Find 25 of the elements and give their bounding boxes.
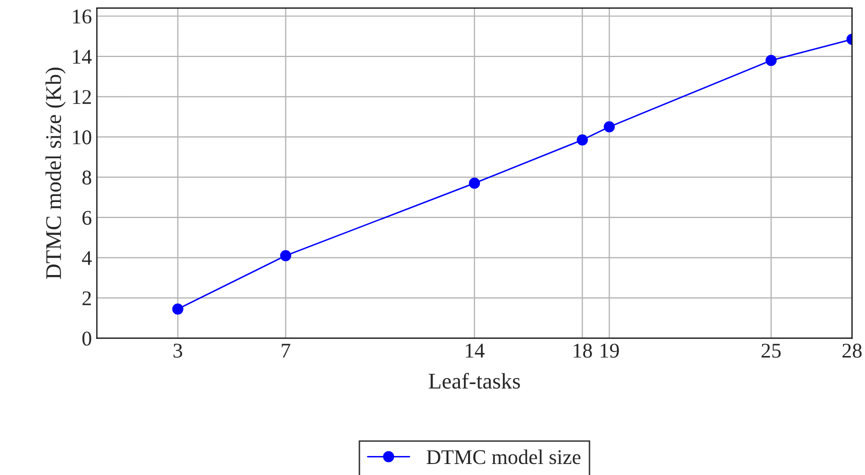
y-tick-label: 10 [73, 130, 92, 144]
y-tick-label: 14 [73, 50, 92, 64]
x-tick-label: 18 [574, 344, 592, 358]
x-tick-label: 25 [762, 344, 781, 358]
point [172, 303, 184, 315]
x-tick-label: 3 [174, 344, 182, 358]
point [280, 250, 292, 262]
y-tick-label: 8 [82, 170, 92, 185]
point [468, 178, 480, 189]
point [766, 54, 777, 66]
x-tick-label: 14 [466, 344, 485, 358]
x-tick-label: 28 [842, 344, 862, 358]
x-axis-title: Leaf-tasks [428, 372, 520, 389]
point [576, 134, 588, 146]
y-tick-label: 6 [82, 210, 92, 225]
x-tick-label: 19 [600, 344, 619, 358]
legend-label: DTMC model size [426, 450, 580, 464]
y-tick-label: 4 [82, 251, 92, 265]
point [604, 121, 615, 132]
y-tick-label: 0 [82, 332, 92, 346]
y-axis-title: DTMC model size (Kb) [45, 68, 66, 279]
y-tick-label: 16 [73, 10, 92, 24]
y-tick-label: 2 [82, 291, 91, 306]
x-tick-label: 7 [282, 344, 290, 358]
y-tick-label: 12 [73, 90, 91, 104]
